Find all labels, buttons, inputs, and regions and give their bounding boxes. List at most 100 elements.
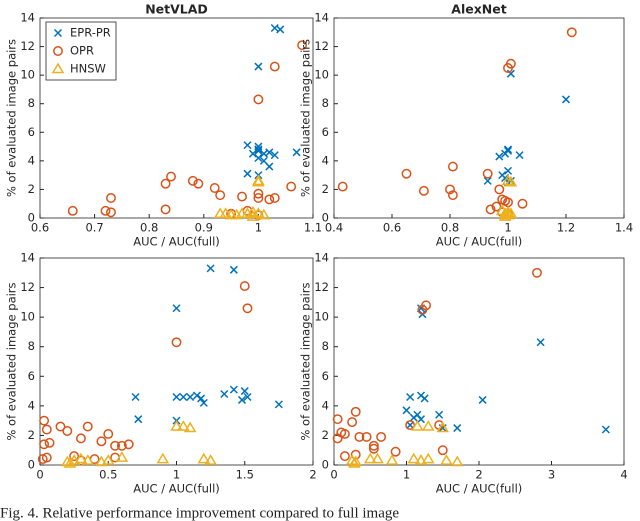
x-tick-label: 1 — [504, 221, 511, 235]
y-tick-label: 4 — [28, 398, 35, 412]
point — [297, 40, 308, 51]
y-tick-label: 10 — [20, 310, 35, 324]
legend-label: OPR — [70, 44, 94, 58]
point — [215, 190, 226, 201]
point — [363, 452, 377, 464]
point — [491, 201, 502, 212]
y-tick-label: 14 — [20, 11, 35, 25]
point — [156, 452, 170, 464]
point — [101, 454, 115, 465]
point — [243, 141, 252, 150]
point — [601, 425, 610, 434]
point — [160, 178, 171, 189]
point — [253, 94, 264, 105]
point — [485, 204, 496, 215]
y-tick-label: 8 — [28, 339, 35, 353]
point — [246, 210, 260, 221]
point — [406, 392, 415, 402]
x-tick-label: 0.6 — [31, 221, 49, 235]
chart-title: AlexNet — [451, 2, 506, 17]
point — [220, 389, 229, 399]
y-tick-label: 2 — [322, 428, 329, 442]
y-tick-label: 6 — [322, 125, 329, 139]
point — [39, 439, 50, 450]
point — [254, 62, 263, 71]
x-tick-label: 1 — [403, 468, 410, 482]
point — [337, 181, 348, 192]
point — [532, 267, 542, 278]
x-tick-label: 0.8 — [441, 221, 459, 235]
x-tick-label: 0.5 — [99, 468, 117, 482]
x-tick-label: 1 — [173, 468, 180, 482]
point — [69, 451, 80, 462]
plot-frame — [333, 17, 625, 219]
point — [60, 455, 74, 467]
point — [483, 176, 492, 185]
y-tick-label: 6 — [322, 369, 329, 383]
x-tick-label: 0.7 — [85, 221, 103, 235]
point — [95, 455, 108, 467]
point — [252, 207, 265, 218]
point — [421, 452, 435, 464]
x-tick-label: 2 — [309, 468, 316, 482]
point — [115, 451, 129, 462]
point — [264, 194, 275, 205]
point — [506, 69, 515, 78]
point — [417, 304, 428, 315]
point — [385, 454, 399, 465]
y-tick-label: 8 — [28, 96, 35, 110]
point — [44, 437, 55, 448]
y-tick-label: 10 — [314, 310, 329, 324]
x-axis-label: AUC / AUC(full) — [436, 235, 523, 249]
point — [332, 414, 343, 425]
point — [204, 454, 217, 465]
point — [371, 452, 384, 464]
point — [237, 191, 247, 202]
point — [134, 415, 143, 424]
y-tick-label: 4 — [28, 153, 35, 167]
y-tick-label: 14 — [314, 251, 329, 265]
point — [503, 145, 513, 154]
x-tick-label: 1 — [255, 221, 262, 235]
point — [240, 387, 249, 396]
point — [561, 95, 571, 104]
x-tick-label: 0.4 — [325, 221, 343, 235]
point — [219, 207, 232, 218]
point — [418, 185, 429, 196]
point — [402, 406, 411, 415]
y-tick-label: 14 — [20, 251, 35, 265]
point — [193, 178, 204, 189]
point — [401, 168, 412, 179]
x-axis-label: AUC / AUC(full) — [133, 482, 220, 496]
y-tick-label: 10 — [314, 68, 329, 82]
point — [501, 208, 515, 220]
point — [354, 431, 365, 442]
point — [242, 303, 253, 314]
y-axis-label: % of evaluated image pairs — [5, 39, 19, 197]
y-tick-label: 8 — [322, 96, 329, 110]
point — [339, 451, 350, 462]
point — [197, 394, 206, 403]
point — [254, 145, 263, 154]
legend-label: EPR-PR — [70, 26, 111, 40]
point — [103, 429, 114, 439]
point — [504, 207, 518, 218]
y-tick-label: 0 — [322, 211, 329, 225]
y-tick-label: 2 — [28, 428, 35, 442]
point — [361, 431, 372, 442]
point — [243, 169, 252, 178]
point — [440, 454, 453, 465]
point — [63, 457, 77, 468]
x-axis-label: AUC / AUC(full) — [133, 235, 220, 249]
point — [67, 205, 78, 216]
y-tick-label: 6 — [28, 125, 35, 139]
point — [407, 452, 421, 464]
point — [123, 439, 134, 450]
y-tick-label: 12 — [20, 280, 35, 294]
point — [237, 395, 247, 404]
point — [177, 420, 190, 431]
point — [405, 420, 416, 431]
point — [286, 181, 297, 192]
point — [229, 385, 238, 394]
point — [106, 207, 116, 218]
